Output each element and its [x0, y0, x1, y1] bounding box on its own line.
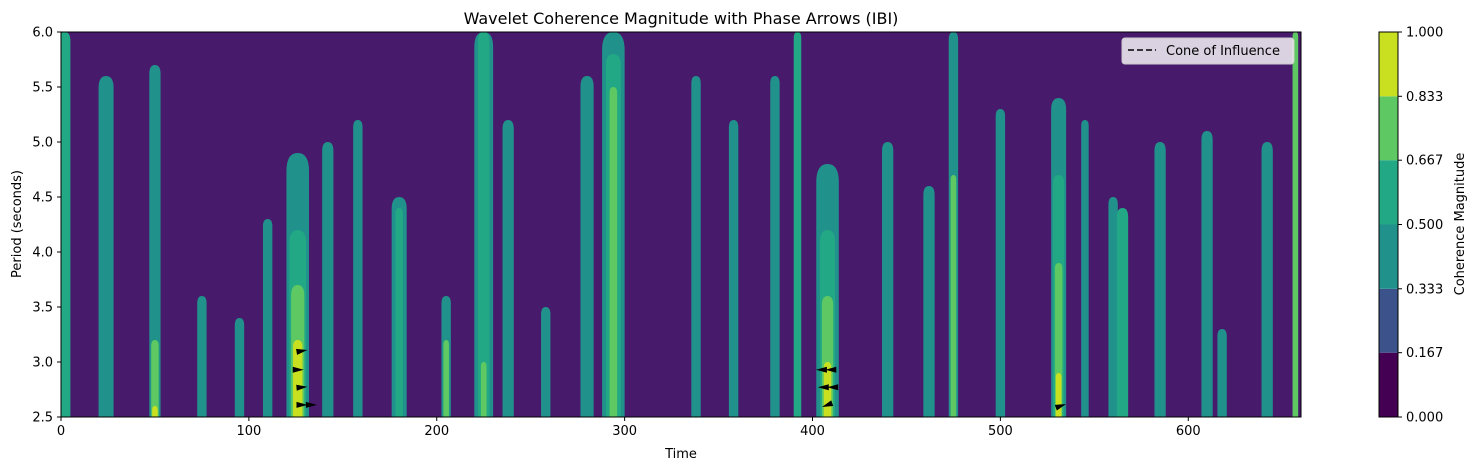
coherence-band [480, 362, 487, 417]
coherence-band [770, 76, 780, 417]
coherence-band [728, 120, 739, 417]
colorbar-segment [1379, 352, 1398, 417]
colorbar-segment [1379, 160, 1398, 225]
coherence-band [395, 208, 403, 417]
x-tick-label: 100 [236, 424, 261, 439]
colorbar-segment [1379, 96, 1398, 161]
colorbar-tick-label: 0.000 [1406, 411, 1443, 426]
colorbar-label: Coherence Magnitude [1453, 153, 1468, 296]
phase-arrow-icon [292, 366, 304, 373]
coherence-band [1154, 142, 1166, 417]
coherence-band [793, 32, 802, 417]
colorbar-tick-label: 0.833 [1406, 90, 1443, 105]
plot-frame [60, 31, 1302, 418]
coherence-band [293, 340, 303, 417]
coherence-band [1292, 32, 1299, 417]
x-tick-label: 400 [800, 424, 825, 439]
phase-arrow-icon [296, 348, 308, 355]
coherence-band [995, 109, 1006, 417]
coherence-band [691, 76, 701, 417]
legend-label-cone-of-influence: Cone of Influence [1166, 44, 1280, 59]
x-tick-label: 0 [57, 424, 65, 439]
colorbar-segment [1379, 288, 1398, 353]
phase-arrow-icon [821, 400, 834, 407]
coherence-band [149, 65, 161, 417]
y-tick-label: 5.0 [32, 136, 53, 151]
x-tick-label: 200 [424, 424, 449, 439]
phase-arrow-icon [825, 366, 837, 373]
phase-arrow-icon [827, 384, 839, 391]
x-tick-label: 500 [988, 424, 1013, 439]
legend: Cone of Influence [1121, 37, 1295, 65]
colorbar-segment [1379, 224, 1398, 289]
x-tick-label: 600 [1176, 424, 1201, 439]
y-tick-label: 3.5 [32, 301, 53, 316]
colorbar-tick-label: 1.000 [1406, 26, 1443, 41]
x-axis: 0 100 200 300 400 500 600 [57, 417, 1201, 439]
phase-arrow-icon [296, 384, 308, 391]
coherence-band [152, 406, 158, 417]
colorbar-tick-label: 0.333 [1406, 282, 1443, 297]
coherence-band [1116, 208, 1129, 417]
coherence-band [61, 32, 71, 417]
coherence-band [923, 186, 935, 417]
coherence-band [950, 175, 957, 417]
coherence-band [98, 76, 114, 417]
coherence-band [580, 76, 594, 417]
coherence-band [502, 120, 514, 417]
colorbar [1378, 31, 1399, 418]
coherence-band [353, 120, 363, 417]
colorbar-ticks: 0.000 0.167 0.333 0.500 0.667 0.833 1.000 [1398, 26, 1443, 426]
x-axis-label: Time [664, 447, 697, 462]
phase-arrow-icon [296, 401, 308, 408]
y-tick-label: 4.0 [32, 246, 53, 261]
y-tick-label: 5.5 [32, 81, 53, 96]
phase-arrow-icon [817, 384, 829, 391]
y-tick-label: 4.5 [32, 191, 53, 206]
legend-box [1121, 37, 1295, 65]
plot-area [61, 32, 1301, 417]
coherence-band [1108, 197, 1118, 417]
coherence-band [234, 318, 245, 417]
y-tick-label: 3.0 [32, 356, 53, 371]
y-tick-label: 6.0 [32, 26, 53, 41]
coherence-band [1217, 329, 1227, 417]
coherence-band [1261, 142, 1273, 417]
coherence-band [322, 142, 334, 417]
coherence-band [1201, 131, 1213, 417]
coherence-band [609, 87, 618, 417]
coherence-band [882, 142, 894, 417]
colorbar-tick-label: 0.167 [1406, 346, 1443, 361]
colorbar-tick-label: 0.667 [1406, 154, 1443, 169]
phase-arrow-icon [1054, 403, 1067, 411]
coherence-band [1081, 120, 1089, 417]
phase-arrow-icon [305, 401, 317, 408]
x-tick-label: 300 [612, 424, 637, 439]
y-tick-label: 2.5 [32, 411, 53, 426]
colorbar-tick-label: 0.500 [1406, 218, 1443, 233]
coherence-band [262, 219, 273, 417]
chart-title: Wavelet Coherence Magnitude with Phase A… [464, 9, 899, 28]
y-axis-label: Period (seconds) [10, 170, 25, 278]
coherence-band [443, 340, 449, 417]
phase-arrow-icon [815, 366, 827, 373]
coherence-band [541, 307, 551, 417]
colorbar-segment [1379, 32, 1398, 97]
coherence-band [478, 32, 490, 417]
coherence-band [151, 340, 159, 417]
y-axis: 2.5 3.0 3.5 4.0 4.5 5.0 5.5 6.0 [32, 26, 61, 426]
coherence-band [197, 296, 207, 417]
